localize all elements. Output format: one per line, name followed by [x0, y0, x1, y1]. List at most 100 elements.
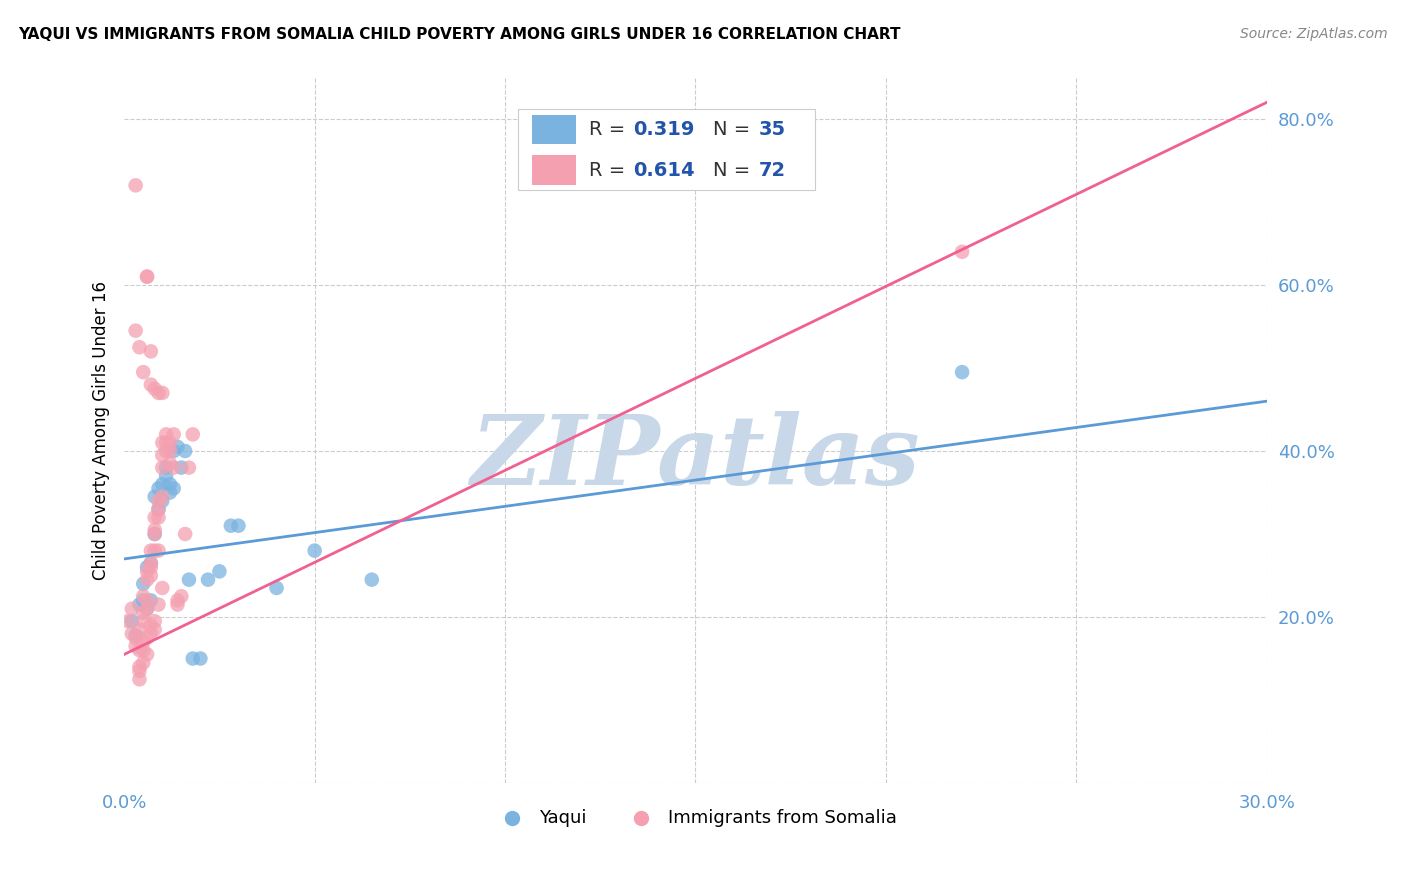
Text: YAQUI VS IMMIGRANTS FROM SOMALIA CHILD POVERTY AMONG GIRLS UNDER 16 CORRELATION : YAQUI VS IMMIGRANTS FROM SOMALIA CHILD P…	[18, 27, 901, 42]
Point	[177, 460, 200, 475]
Point	[950, 365, 973, 379]
Point	[159, 485, 181, 500]
Point	[266, 581, 288, 595]
Point	[163, 444, 186, 458]
Point	[132, 606, 155, 620]
Point	[143, 510, 166, 524]
Point	[163, 427, 186, 442]
Point	[124, 178, 146, 193]
Point	[139, 556, 162, 570]
Point	[174, 527, 197, 541]
Point	[181, 651, 204, 665]
Point	[121, 614, 143, 628]
Point	[136, 560, 159, 574]
Point	[128, 643, 150, 657]
Point	[150, 448, 173, 462]
Text: N =: N =	[713, 161, 756, 179]
Point	[139, 618, 162, 632]
Point	[136, 601, 159, 615]
Point	[148, 502, 170, 516]
Point	[177, 573, 200, 587]
Point	[132, 365, 155, 379]
Point	[148, 502, 170, 516]
Point	[136, 573, 159, 587]
Point	[143, 543, 166, 558]
Point	[136, 601, 159, 615]
Point	[136, 593, 159, 607]
Point	[132, 614, 155, 628]
Point	[304, 543, 326, 558]
Text: R =: R =	[589, 120, 631, 139]
Point	[139, 593, 162, 607]
Point	[128, 623, 150, 637]
Point	[155, 444, 177, 458]
Point	[143, 490, 166, 504]
Point	[148, 385, 170, 400]
Point	[128, 664, 150, 678]
Point	[143, 623, 166, 637]
Point	[166, 440, 188, 454]
Point	[139, 543, 162, 558]
Point	[950, 244, 973, 259]
Point	[128, 673, 150, 687]
Point	[360, 573, 382, 587]
Text: 35: 35	[758, 120, 786, 139]
Y-axis label: Child Poverty Among Girls Under 16: Child Poverty Among Girls Under 16	[93, 281, 110, 580]
Point	[166, 598, 188, 612]
Point	[150, 435, 173, 450]
FancyBboxPatch shape	[531, 115, 575, 145]
Point	[174, 444, 197, 458]
Point	[132, 656, 155, 670]
Point	[136, 648, 159, 662]
Point	[143, 523, 166, 537]
Point	[143, 614, 166, 628]
Point	[132, 635, 155, 649]
Point	[148, 481, 170, 495]
Point	[117, 614, 139, 628]
Point	[228, 518, 250, 533]
Text: Source: ZipAtlas.com: Source: ZipAtlas.com	[1240, 27, 1388, 41]
Point	[170, 589, 193, 603]
Point	[136, 269, 159, 284]
Point	[155, 460, 177, 475]
Text: R =: R =	[589, 161, 631, 179]
Point	[155, 427, 177, 442]
Point	[148, 598, 170, 612]
Legend: Yaqui, Immigrants from Somalia: Yaqui, Immigrants from Somalia	[486, 802, 904, 834]
Point	[159, 477, 181, 491]
Point	[219, 518, 242, 533]
Point	[159, 457, 181, 471]
Point	[139, 560, 162, 574]
Point	[159, 435, 181, 450]
Point	[150, 460, 173, 475]
Text: 72: 72	[758, 161, 786, 179]
Point	[124, 631, 146, 645]
Point	[136, 565, 159, 579]
Text: 0.614: 0.614	[633, 161, 695, 179]
Point	[150, 385, 173, 400]
FancyBboxPatch shape	[519, 109, 815, 190]
Point	[136, 631, 159, 645]
Point	[159, 444, 181, 458]
Point	[166, 593, 188, 607]
Point	[148, 510, 170, 524]
Point	[132, 643, 155, 657]
Text: N =: N =	[713, 120, 756, 139]
Point	[148, 493, 170, 508]
Point	[143, 382, 166, 396]
Point	[124, 324, 146, 338]
Point	[163, 481, 186, 495]
Point	[190, 651, 212, 665]
Point	[128, 598, 150, 612]
Point	[150, 493, 173, 508]
Point	[181, 427, 204, 442]
Point	[163, 460, 186, 475]
Point	[155, 435, 177, 450]
Point	[143, 527, 166, 541]
FancyBboxPatch shape	[531, 155, 575, 185]
Point	[132, 589, 155, 603]
Point	[124, 628, 146, 642]
Point	[150, 477, 173, 491]
Point	[136, 269, 159, 284]
Point	[132, 577, 155, 591]
